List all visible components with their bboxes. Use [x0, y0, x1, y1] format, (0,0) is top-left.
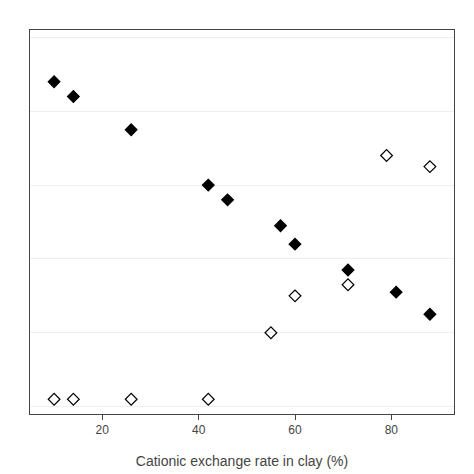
- svg-text:60: 60: [288, 423, 302, 437]
- svg-text:20: 20: [96, 423, 110, 437]
- svg-text:Cationic exchange rate in clay: Cationic exchange rate in clay (%): [136, 453, 348, 469]
- svg-text:80: 80: [385, 423, 399, 437]
- svg-text:40: 40: [192, 423, 206, 437]
